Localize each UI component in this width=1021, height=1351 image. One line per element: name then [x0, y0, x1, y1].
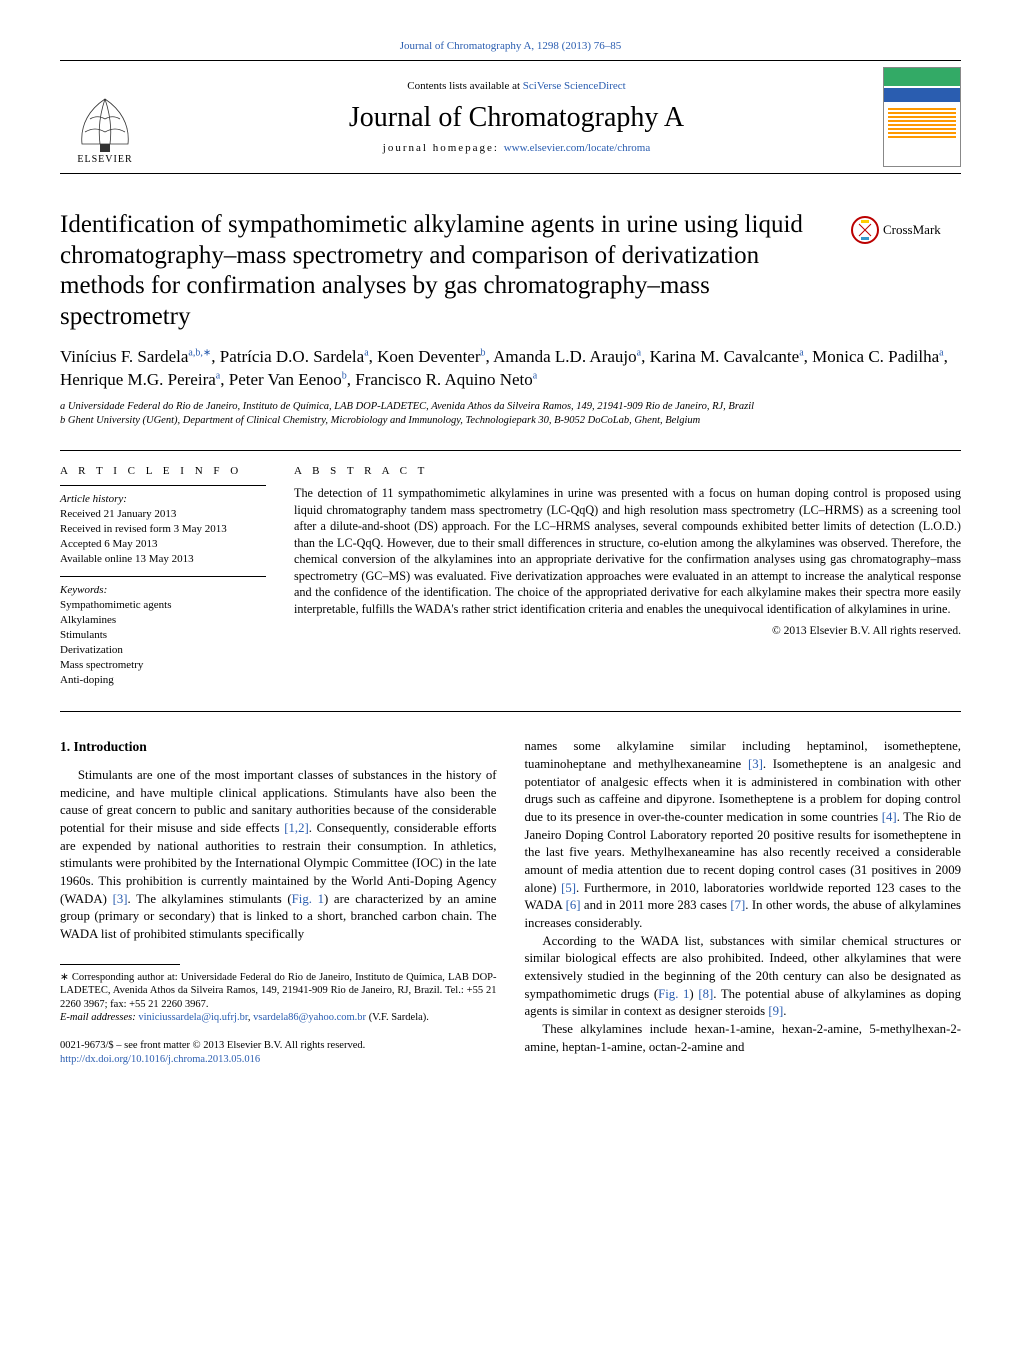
doi-link[interactable]: http://dx.doi.org/10.1016/j.chroma.2013.…: [60, 1053, 497, 1067]
author: Vinícius F. Sardela: [60, 347, 188, 366]
author: Karina M. Cavalcante: [650, 347, 800, 366]
abstract-heading: A B S T R A C T: [294, 465, 961, 477]
homepage-url[interactable]: www.elsevier.com/locate/chroma: [504, 142, 651, 154]
ref-link[interactable]: [4]: [882, 810, 897, 824]
article-info-heading: A R T I C L E I N F O: [60, 465, 266, 477]
author: Koen Deventer: [377, 347, 480, 366]
ref-link[interactable]: [3]: [113, 892, 128, 906]
footnote-separator: [60, 964, 180, 965]
ref-link[interactable]: [3]: [748, 757, 763, 771]
journal-name: Journal of Chromatography A: [162, 102, 871, 134]
figure-link[interactable]: Fig. 1: [292, 892, 324, 906]
affiliations: a Universidade Federal do Rio de Janeiro…: [60, 400, 961, 428]
homepage-label: journal homepage:: [383, 142, 504, 154]
keyword: Mass spectrometry: [60, 658, 266, 673]
body-paragraph: Stimulants are one of the most important…: [60, 767, 497, 944]
left-column: 1. Introduction Stimulants are one of th…: [60, 738, 497, 1066]
history-item: Accepted 6 May 2013: [60, 537, 266, 552]
intro-heading: 1. Introduction: [60, 738, 497, 757]
ref-link[interactable]: [8]: [698, 987, 713, 1001]
publisher-name: ELSEVIER: [77, 154, 132, 165]
author: Patrícia D.O. Sardela: [220, 347, 364, 366]
author: Henrique M.G. Pereira: [60, 370, 216, 389]
corresponding-author-note: ∗ Corresponding author at: Universidade …: [60, 971, 497, 1012]
history-item: Available online 13 May 2013: [60, 552, 266, 567]
author: Amanda L.D. Araujo: [493, 347, 637, 366]
affiliation: b Ghent University (UGent), Department o…: [60, 414, 961, 428]
keywords-label: Keywords:: [60, 583, 266, 598]
crossmark-badge[interactable]: CrossMark: [851, 210, 961, 244]
keyword: Sympathomimetic agents: [60, 598, 266, 613]
homepage-line: journal homepage: www.elsevier.com/locat…: [162, 142, 871, 154]
article-history: Article history: Received 21 January 201…: [60, 485, 266, 566]
top-citation-link[interactable]: Journal of Chromatography A, 1298 (2013)…: [60, 40, 961, 52]
email-link[interactable]: viniciussardela@iq.ufrj.br: [138, 1012, 248, 1023]
copyright-line: © 2013 Elsevier B.V. All rights reserved…: [294, 625, 961, 637]
body-paragraph: names some alkylamine similar including …: [525, 738, 962, 932]
footnotes: ∗ Corresponding author at: Universidade …: [60, 971, 497, 1026]
front-matter-line: 0021-9673/$ – see front matter © 2013 El…: [60, 1039, 497, 1053]
ref-link[interactable]: [5]: [561, 881, 576, 895]
keyword: Alkylamines: [60, 613, 266, 628]
crossmark-label: CrossMark: [883, 222, 941, 238]
elsevier-logo: ELSEVIER: [60, 70, 150, 165]
keyword: Derivatization: [60, 643, 266, 658]
journal-cover-thumb: [883, 67, 961, 167]
elsevier-tree-icon: [70, 94, 140, 154]
body-paragraph: These alkylamines include hexan-1-amine,…: [525, 1021, 962, 1056]
keyword: Stimulants: [60, 628, 266, 643]
ref-link[interactable]: [1,2]: [284, 821, 309, 835]
email-link[interactable]: vsardela86@yahoo.com.br: [253, 1012, 366, 1023]
history-item: Received 21 January 2013: [60, 507, 266, 522]
author: Francisco R. Aquino Neto: [355, 370, 533, 389]
body-paragraph: According to the WADA list, substances w…: [525, 933, 962, 1021]
keyword: Anti-doping: [60, 673, 266, 688]
bottom-matter: 0021-9673/$ – see front matter © 2013 El…: [60, 1039, 497, 1066]
crossmark-icon: [851, 216, 879, 244]
contents-prefix: Contents lists available at: [407, 80, 522, 92]
ref-link[interactable]: [6]: [566, 898, 581, 912]
right-column: names some alkylamine similar including …: [525, 738, 962, 1066]
figure-link[interactable]: Fig. 1: [658, 987, 689, 1001]
author: Monica C. Padilha: [812, 347, 939, 366]
journal-header: ELSEVIER Contents lists available at Sci…: [60, 60, 961, 174]
ref-link[interactable]: [7]: [730, 898, 745, 912]
ref-link[interactable]: [9]: [768, 1004, 783, 1018]
contents-line: Contents lists available at SciVerse Sci…: [162, 80, 871, 92]
abstract-text: The detection of 11 sympathomimetic alky…: [294, 485, 961, 617]
sciencedirect-link[interactable]: SciVerse ScienceDirect: [523, 80, 626, 92]
history-label: Article history:: [60, 492, 266, 507]
author-list: Vinícius F. Sardelaa,b,∗, Patrícia D.O. …: [60, 346, 961, 392]
article-title: Identification of sympathomimetic alkyla…: [60, 210, 841, 332]
author: Peter Van Eenoo: [229, 370, 342, 389]
keywords-block: Keywords: Sympathomimetic agents Alkylam…: [60, 576, 266, 687]
history-item: Received in revised form 3 May 2013: [60, 522, 266, 537]
email-line: E-mail addresses: viniciussardela@iq.ufr…: [60, 1011, 497, 1025]
affiliation: a Universidade Federal do Rio de Janeiro…: [60, 400, 961, 414]
